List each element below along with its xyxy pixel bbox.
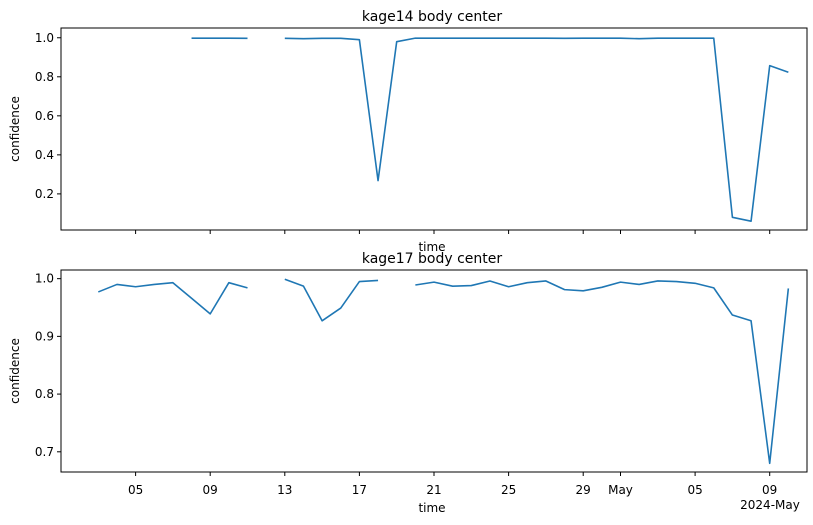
y-tick-label: 0.9: [35, 329, 54, 343]
x-axis-offset-label: 2024-May: [740, 498, 800, 512]
x-axis-top: [135, 230, 771, 234]
x-tick-label: 09: [203, 483, 218, 497]
x-tick-label: 05: [687, 483, 702, 497]
y-tick-label: 0.4: [35, 148, 54, 162]
chart-title-top: kage14 body center: [362, 9, 503, 25]
x-tick-label: May: [608, 483, 633, 497]
x-axis-label-top: time: [418, 240, 445, 254]
y-tick-label: 1.0: [35, 31, 54, 45]
x-tick-label: 17: [352, 483, 367, 497]
chart-bottom: kage17 body center 0.7 0.8 0.9 1.0 05 09 13 17…: [8, 251, 808, 515]
y-axis-label-bottom: confidence: [8, 338, 22, 404]
series-line: [191, 37, 789, 223]
plot-area-top: [191, 37, 789, 223]
x-tick-label: 13: [277, 483, 292, 497]
y-tick-label: 1.0: [35, 272, 54, 286]
y-axis-top: 0.2 0.4 0.6 0.8 1.0: [35, 31, 61, 201]
y-tick-label: 0.7: [35, 445, 54, 459]
y-axis-label-top: confidence: [8, 96, 22, 162]
y-axis-bottom: 0.7 0.8 0.9 1.0: [35, 272, 61, 459]
axes-frame-bottom: [60, 269, 808, 473]
chart-title-bottom: kage17 body center: [362, 251, 503, 267]
chart-top: kage14 body center 0.2 0.4 0.6 0.8 1.0 confi…: [8, 9, 808, 254]
y-tick-label: 0.6: [35, 109, 54, 123]
x-tick-label: 25: [501, 483, 516, 497]
plot-area-bottom: [98, 278, 790, 465]
x-tick-label: 21: [426, 483, 441, 497]
x-tick-label: 09: [762, 483, 777, 497]
y-tick-label: 0.8: [35, 387, 54, 401]
series-line: [98, 278, 790, 465]
x-tick-label: 29: [576, 483, 591, 497]
axes-frame-top: [60, 27, 808, 231]
x-axis-bottom: 05 09 13 17 21 25 29 May 05 09: [128, 472, 777, 497]
x-tick-label: 05: [128, 483, 143, 497]
x-axis-label-bottom: time: [418, 501, 445, 515]
y-tick-label: 0.8: [35, 70, 54, 84]
y-tick-label: 0.2: [35, 187, 54, 201]
